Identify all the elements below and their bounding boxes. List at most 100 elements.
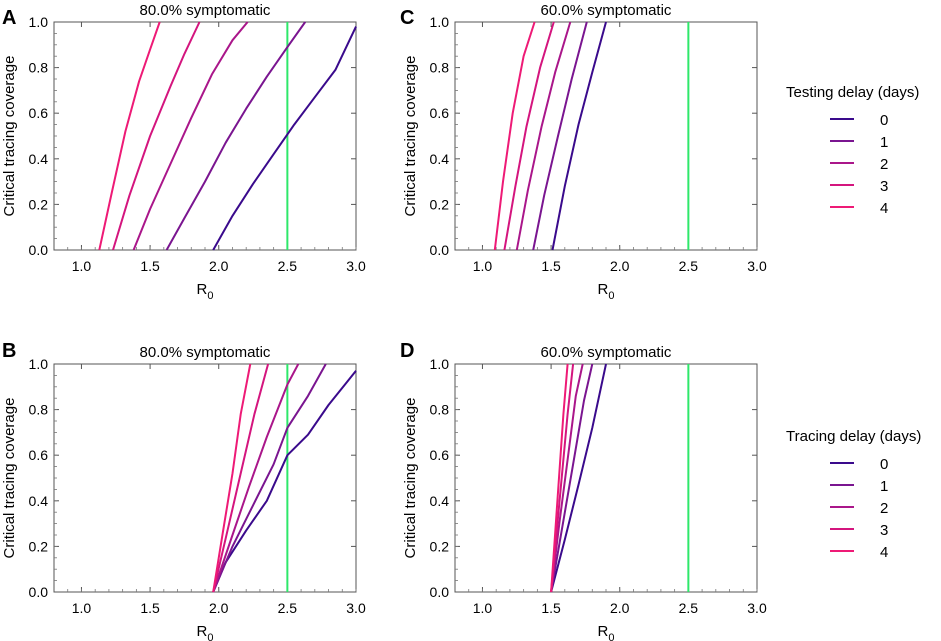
plot-title: 80.0% symptomatic <box>140 2 271 19</box>
x-axis-label-subscript: 0 <box>207 632 213 641</box>
series-line-0 <box>551 21 607 251</box>
x-tick-label: 1.0 <box>473 600 493 616</box>
series-line-1 <box>165 21 307 251</box>
series-line-3 <box>212 363 270 593</box>
series-line-0 <box>212 370 357 593</box>
x-axis-label-main: R <box>197 623 208 640</box>
y-tick-label: 1.0 <box>29 356 49 372</box>
series-line-2 <box>550 363 584 593</box>
legend-label: 2 <box>880 156 888 173</box>
x-tick-label: 3.0 <box>747 258 767 274</box>
series-line-0 <box>212 26 357 251</box>
series-line-4 <box>212 363 252 593</box>
series-line-4 <box>493 21 536 251</box>
plot-frame <box>53 21 357 251</box>
legend-title: Testing delay (days) <box>786 84 919 101</box>
panel-letter: D <box>400 340 414 362</box>
x-tick-label: 1.5 <box>541 600 561 616</box>
y-tick-label: 0.8 <box>29 402 49 418</box>
plot-title: 80.0% symptomatic <box>140 344 271 361</box>
series-line-2 <box>515 21 572 251</box>
plot-frame <box>454 363 758 593</box>
y-tick-label: 0.4 <box>430 493 450 509</box>
y-tick-label: 0.0 <box>29 242 49 258</box>
y-axis-label: Critical tracing coverage <box>1 56 18 217</box>
y-axis-label: Critical tracing coverage <box>402 56 419 217</box>
y-tick-label: 0.4 <box>430 151 450 167</box>
y-axis-label: Critical tracing coverage <box>402 398 419 559</box>
y-tick-label: 0.2 <box>430 196 450 212</box>
series-line-2 <box>212 363 300 593</box>
y-tick-label: 0.2 <box>29 196 49 212</box>
y-tick-label: 0.2 <box>29 538 49 554</box>
panel-letter: A <box>2 7 16 29</box>
legend-label: 1 <box>880 134 888 151</box>
panel-letter: C <box>400 7 414 29</box>
panel-d: D 60.0% symptomatic 1.0 1.5 2.0 2.5 3.0 0.0 0.2 0… <box>400 340 767 641</box>
plot-title: 60.0% symptomatic <box>541 344 672 361</box>
x-tick-label: 2.0 <box>209 258 229 274</box>
legend-label: 2 <box>880 500 888 517</box>
legend-label: 4 <box>880 544 888 561</box>
series-line-1 <box>212 363 327 593</box>
y-tick-label: 0.0 <box>29 584 49 600</box>
y-tick-label: 0.8 <box>29 60 49 76</box>
x-axis-label-main: R <box>598 281 609 298</box>
x-tick-label: 2.5 <box>679 258 699 274</box>
series-line-4 <box>550 363 569 593</box>
panel-c: C 60.0% symptomatic 1.0 1.5 2.0 2.5 3.0 0.0 0.2 0… <box>400 2 767 302</box>
y-tick-label: 0.6 <box>430 447 450 463</box>
x-axis-label-subscript: 0 <box>608 290 614 302</box>
y-tick-label: 0.2 <box>430 538 450 554</box>
legend-label: 1 <box>880 478 888 495</box>
x-tick-label: 1.5 <box>541 258 561 274</box>
y-tick-label: 0.0 <box>430 584 450 600</box>
x-tick-label: 3.0 <box>747 600 767 616</box>
y-tick-label: 0.8 <box>430 60 450 76</box>
legend-label: 3 <box>880 178 888 195</box>
x-axis-label-main: R <box>197 281 208 298</box>
y-tick-label: 1.0 <box>430 14 450 30</box>
plot-title: 60.0% symptomatic <box>541 2 672 19</box>
series-line-3 <box>503 21 555 251</box>
y-tick-label: 0.0 <box>430 242 450 258</box>
x-tick-label: 3.0 <box>346 600 366 616</box>
panel-a: A 80.0% symptomatic 1.0 1.5 2.0 2.5 3.0 0.0 0.2 0… <box>1 2 366 302</box>
x-tick-label: 2.0 <box>209 600 229 616</box>
legend-label: 4 <box>880 200 888 217</box>
series-line-1 <box>532 21 588 251</box>
y-tick-label: 0.4 <box>29 151 49 167</box>
series-line-2 <box>132 21 249 251</box>
x-tick-label: 1.5 <box>140 600 160 616</box>
legend-testing: Testing delay (days) 0 1 2 3 4 <box>786 84 919 217</box>
y-tick-label: 0.4 <box>29 493 49 509</box>
x-tick-label: 1.0 <box>72 600 92 616</box>
legend-label: 3 <box>880 522 888 539</box>
x-axis-label-main: R <box>598 623 609 640</box>
plot-frame <box>454 21 758 251</box>
y-axis-label: Critical tracing coverage <box>1 398 18 559</box>
y-tick-label: 0.6 <box>29 105 49 121</box>
panel-b: B 80.0% symptomatic 1.0 1.5 2.0 2.5 3.0 0.0 0.2 0… <box>1 340 366 641</box>
x-tick-label: 2.0 <box>610 600 630 616</box>
x-tick-label: 3.0 <box>346 258 366 274</box>
x-axis-label: R0 <box>598 623 615 641</box>
legend-tracing: Tracing delay (days) 0 1 2 3 4 <box>786 428 921 561</box>
y-tick-label: 0.8 <box>430 402 450 418</box>
x-tick-label: 2.5 <box>278 600 298 616</box>
x-axis-label-subscript: 0 <box>608 632 614 641</box>
x-tick-label: 1.5 <box>140 258 160 274</box>
x-tick-label: 2.0 <box>610 258 630 274</box>
y-tick-label: 1.0 <box>430 356 450 372</box>
panel-letter: B <box>2 340 16 362</box>
y-tick-label: 0.6 <box>430 105 450 121</box>
series-line-4 <box>98 21 161 251</box>
x-axis-label-subscript: 0 <box>207 290 213 302</box>
x-axis-label: R0 <box>197 281 214 302</box>
x-tick-label: 1.0 <box>72 258 92 274</box>
plot-frame <box>53 363 357 593</box>
y-tick-label: 1.0 <box>29 14 49 30</box>
x-tick-label: 2.5 <box>679 600 699 616</box>
legend-label: 0 <box>880 456 888 473</box>
